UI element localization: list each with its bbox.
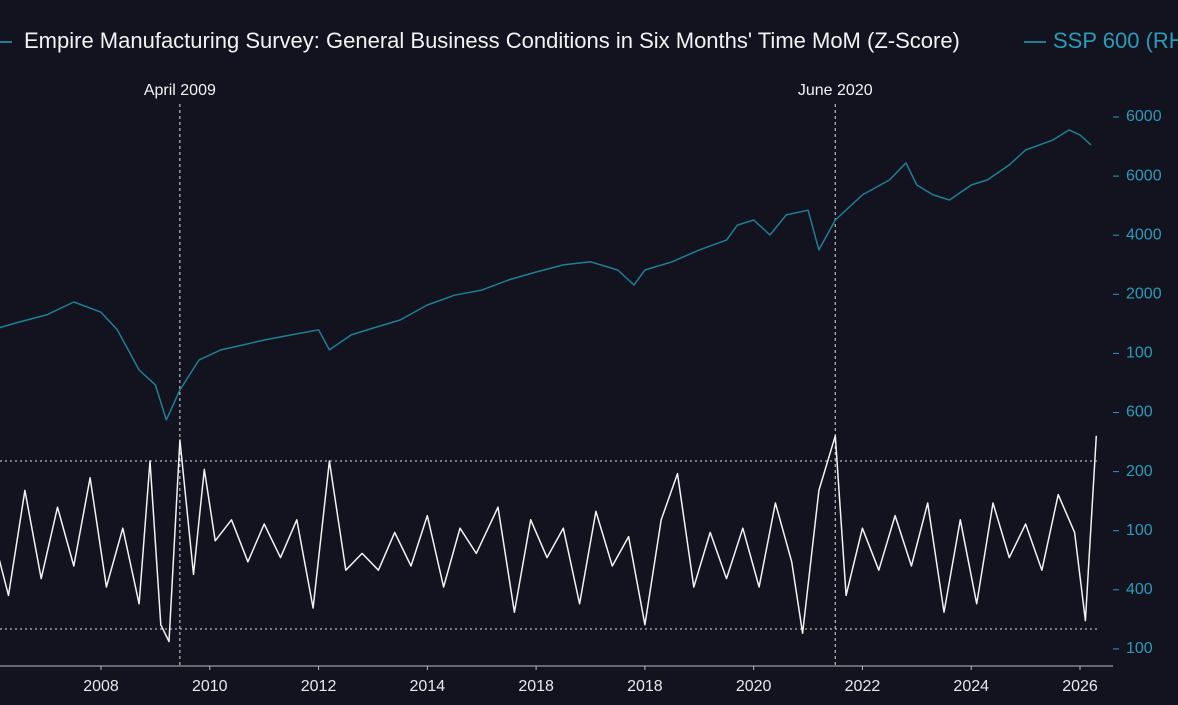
y2-tick-label: 100	[1126, 522, 1153, 539]
x-tick-label: 2010	[192, 678, 228, 695]
legend-label: SSP 600 (RHS)	[1053, 28, 1178, 53]
x-tick-label: 2022	[845, 678, 881, 695]
y2-tick-label: 100	[1126, 640, 1153, 657]
y2-tick-label: 100	[1126, 345, 1153, 362]
annotation: June 2020	[798, 82, 873, 99]
y2-tick-label: 200	[1126, 463, 1153, 480]
x-tick-label: 2026	[1062, 678, 1098, 695]
legend-label: Empire Manufacturing Survey: General Bus…	[24, 28, 960, 53]
y2-tick-label: 2000	[1126, 286, 1162, 303]
y2-tick-label: 4000	[1126, 226, 1162, 243]
series-line	[0, 435, 1098, 643]
x-tick-label: 2014	[410, 678, 446, 695]
y2-tick-label: 6000	[1126, 167, 1162, 184]
x-tick-label: 2018	[518, 678, 554, 695]
y2-tick-label: 6000	[1126, 108, 1162, 125]
x-tick-label: 2018	[627, 678, 663, 695]
series-line	[0, 129, 1092, 421]
y2-tick-label: 600	[1126, 404, 1153, 421]
annotation: April 2009	[144, 82, 216, 99]
x-tick-label: 2024	[953, 678, 989, 695]
x-tick-label: 2008	[83, 678, 119, 695]
y2-tick-label: 400	[1126, 581, 1153, 598]
x-tick-label: 2012	[301, 678, 337, 695]
x-tick-label: 2020	[736, 678, 772, 695]
